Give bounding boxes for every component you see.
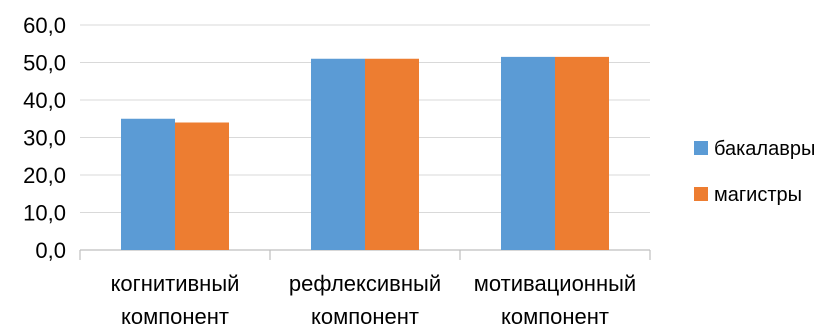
x-category-label: мотивационный bbox=[474, 271, 636, 296]
bar bbox=[555, 56, 609, 250]
y-tick-label: 30,0 bbox=[23, 126, 66, 151]
y-tick-label: 20,0 bbox=[23, 163, 66, 188]
bar bbox=[175, 122, 229, 250]
y-tick-label: 50,0 bbox=[23, 51, 66, 76]
bar bbox=[311, 58, 365, 250]
bar bbox=[501, 56, 555, 250]
y-tick-label: 0,0 bbox=[35, 238, 66, 263]
bar bbox=[365, 58, 419, 250]
legend-swatch bbox=[694, 141, 708, 155]
bar bbox=[121, 118, 175, 250]
legend-swatch bbox=[694, 187, 708, 201]
legend-label: магистры bbox=[714, 184, 802, 206]
x-category-label: когнитивный bbox=[111, 271, 240, 296]
y-tick-label: 10,0 bbox=[23, 201, 66, 226]
x-category-label: компонент bbox=[311, 304, 419, 325]
y-tick-label: 60,0 bbox=[23, 13, 66, 38]
y-tick-label: 40,0 bbox=[23, 88, 66, 113]
legend-label: бакалавры bbox=[714, 138, 815, 160]
x-category-label: рефлексивный bbox=[289, 271, 441, 296]
x-category-label: компонент bbox=[121, 304, 229, 325]
x-category-label: компонент bbox=[501, 304, 609, 325]
